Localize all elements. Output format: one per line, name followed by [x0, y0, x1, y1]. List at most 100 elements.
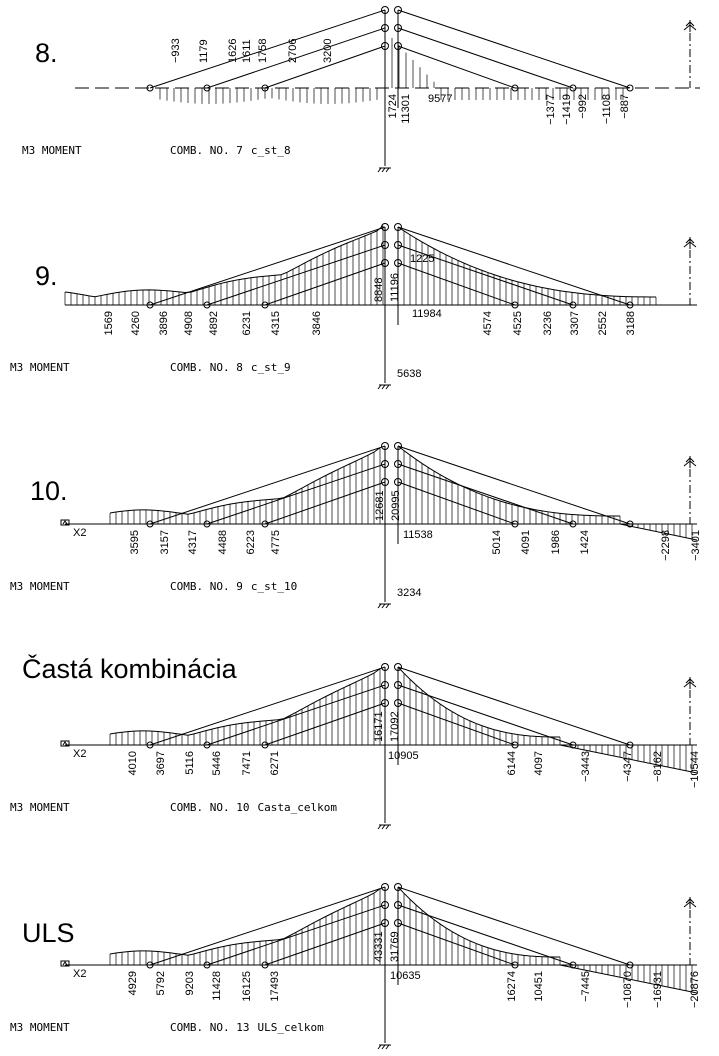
- moment-label: 1611: [241, 39, 253, 63]
- combination: COMB. NO. 7 c_st_8: [170, 144, 291, 157]
- moment-label: 9203: [184, 971, 196, 995]
- moment-label: 3846: [311, 311, 323, 335]
- cable: [397, 463, 574, 525]
- moment-label: 1569: [103, 311, 115, 335]
- moment-label: −933: [170, 38, 182, 63]
- moment-label: 10451: [533, 971, 545, 1002]
- moment-label: 1424: [579, 530, 591, 554]
- moment-label: 8848: [373, 278, 385, 302]
- combination: COMB. NO. 9 c_st_10: [170, 580, 297, 593]
- cable: [397, 666, 631, 746]
- cable: [397, 262, 516, 306]
- caption: M3 MOMENT: [22, 144, 82, 157]
- moment-label: 11538: [403, 529, 433, 541]
- cable: [264, 922, 386, 966]
- hinge: [381, 241, 389, 249]
- caption: M3 MOMENT: [10, 580, 70, 593]
- load-case: c_st_10: [251, 580, 297, 593]
- moment-label: 11196: [389, 273, 401, 302]
- moment-label: 4010: [127, 751, 139, 775]
- cable: [264, 262, 386, 306]
- moment-label: 3236: [542, 311, 554, 335]
- combination: COMB. NO. 8 c_st_9: [170, 361, 291, 374]
- panel-title: 9.: [35, 261, 58, 291]
- cable: [264, 702, 386, 746]
- moment-label: 31769: [389, 931, 401, 962]
- support: [60, 519, 70, 526]
- load-case: Casta_celkom: [257, 801, 337, 814]
- combination-number: COMB. NO. 10: [170, 801, 249, 814]
- anchor: [261, 741, 269, 749]
- moment: [397, 886, 561, 958]
- moment-label: 6271: [269, 751, 281, 775]
- moment-label: 1225: [410, 253, 434, 265]
- moment-label: −16931: [652, 971, 664, 1008]
- anchor: [203, 301, 211, 309]
- cable: [149, 445, 386, 525]
- moment-label: −4347: [622, 751, 634, 782]
- anchor: [626, 741, 634, 749]
- panel: Častá kombinácia X2 4010 3697 5116 5446 7471 62…: [10, 653, 701, 830]
- combination: COMB. NO. 10 Casta_celkom: [170, 801, 337, 814]
- moment-label: 4488: [217, 530, 229, 554]
- anchor: [261, 961, 269, 969]
- moment-label: 5116: [184, 751, 196, 775]
- moment-label: 11984: [412, 308, 442, 320]
- moment-label: 6144: [506, 751, 518, 775]
- moment-label: −1377: [545, 94, 557, 125]
- load-case: c_st_9: [251, 361, 291, 374]
- moment: [109, 888, 381, 956]
- moment-label: 11301: [400, 94, 412, 124]
- anchor: [569, 301, 577, 309]
- cable: [149, 886, 386, 966]
- moment-label: 3157: [159, 530, 171, 554]
- hinge: [381, 42, 389, 50]
- load-case: c_st_8: [251, 144, 291, 157]
- hinge: [381, 699, 389, 707]
- cable: [397, 922, 516, 966]
- moment-label: −7445: [580, 971, 592, 1002]
- moment-label: 4097: [533, 751, 545, 775]
- hinge: [381, 883, 389, 891]
- foundation: [377, 384, 391, 390]
- moment-label: 20995: [390, 490, 402, 521]
- combination: COMB. NO. 13 ULS_celkom: [170, 1021, 324, 1034]
- moment-label: 4908: [183, 311, 195, 335]
- cable: [397, 27, 574, 89]
- anchor: [569, 84, 577, 92]
- hinge: [381, 24, 389, 32]
- anchor: [203, 961, 211, 969]
- moment-label: −8162: [652, 751, 664, 782]
- panel-title: Častá kombinácia: [22, 653, 238, 684]
- moment-label: 3595: [129, 530, 141, 554]
- hinge: [381, 901, 389, 909]
- moment-label: 16125: [241, 971, 253, 1002]
- cable: [397, 684, 574, 746]
- anchor: [203, 741, 211, 749]
- moment-label: 16171: [373, 711, 385, 742]
- hinge: [381, 442, 389, 450]
- axis-symbol: [683, 897, 697, 909]
- moment-label: 3200: [322, 39, 334, 63]
- moment-label: 3307: [569, 311, 581, 335]
- axis-symbol: [683, 456, 697, 468]
- caption: M3 MOMENT: [10, 801, 70, 814]
- moment-label: 17493: [269, 971, 281, 1002]
- moment-label: 4929: [127, 971, 139, 995]
- moment-label: 3188: [625, 311, 637, 335]
- cable: [206, 244, 386, 306]
- cable: [397, 226, 631, 306]
- cable: [397, 244, 574, 306]
- moment-label: 5014: [491, 530, 503, 554]
- moment-label: 3896: [158, 311, 170, 335]
- moment-label: 4574: [482, 311, 494, 335]
- hinge: [394, 24, 402, 32]
- moment-label: 5446: [211, 751, 223, 775]
- hinge: [381, 6, 389, 14]
- moment-label: 4317: [187, 530, 199, 554]
- moment: [559, 744, 698, 774]
- moment-label: −1108: [601, 94, 613, 124]
- moment-label: 7471: [241, 751, 253, 775]
- cable: [149, 9, 386, 89]
